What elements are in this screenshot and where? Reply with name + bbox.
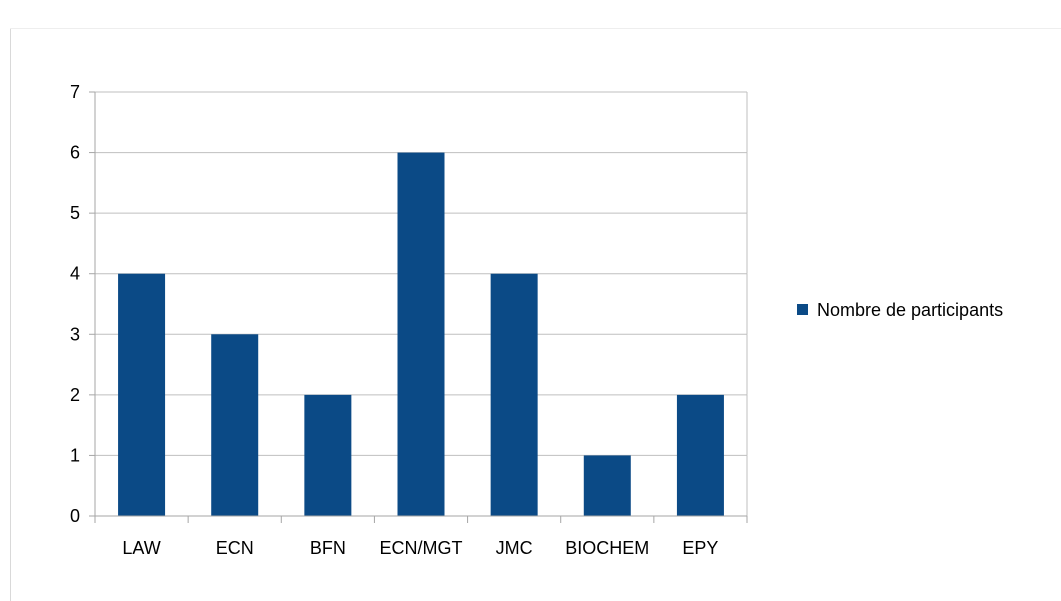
- x-tick-label: ECN: [216, 538, 254, 558]
- bar: [304, 394, 352, 516]
- frame-border-top: [10, 28, 1061, 29]
- bar: [397, 152, 445, 517]
- frame-border-left: [10, 28, 11, 601]
- x-tick-labels: LAW ECN BFN ECN/MGT JMC BIOCHEM EPY: [94, 516, 748, 558]
- x-tick-label: EPY: [682, 538, 718, 558]
- bar: [490, 273, 538, 516]
- axes: [94, 92, 747, 517]
- bar: [676, 394, 724, 516]
- bars: [118, 152, 724, 517]
- y-tick-label: 4: [70, 264, 80, 284]
- x-tick-label: JMC: [496, 538, 533, 558]
- y-tick-labels: 0 1 2 3 4 5 6 7: [70, 82, 95, 526]
- x-tick-label: LAW: [122, 538, 160, 558]
- y-tick-label: 2: [70, 385, 80, 405]
- x-tick-label: BIOCHEM: [565, 538, 649, 558]
- x-tick-label: BFN: [310, 538, 346, 558]
- x-tick-label: ECN/MGT: [380, 538, 463, 558]
- y-tick-label: 5: [70, 203, 80, 223]
- y-tick-label: 7: [70, 82, 80, 102]
- bar: [211, 334, 259, 516]
- bar: [583, 455, 631, 516]
- legend: Nombre de participants: [797, 300, 1003, 320]
- y-tick-label: 0: [70, 506, 80, 526]
- legend-label: Nombre de participants: [817, 300, 1003, 320]
- legend-swatch: [797, 304, 808, 315]
- bar: [118, 273, 166, 516]
- y-tick-label: 1: [70, 445, 80, 465]
- y-tick-label: 3: [70, 324, 80, 344]
- y-tick-label: 6: [70, 143, 80, 163]
